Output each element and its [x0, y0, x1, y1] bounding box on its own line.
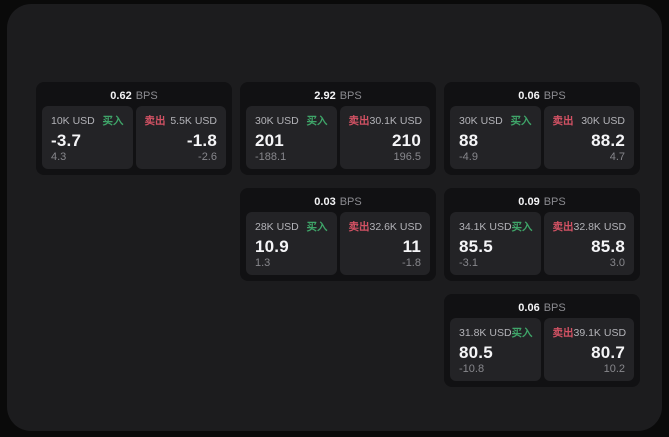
- quote-card-4: 0.03 BPS 28K USD 买入 10.9 1.3 卖出 32.6K US…: [240, 188, 436, 281]
- sell-change: 4.7: [609, 151, 625, 163]
- sell-side-label: 卖出: [552, 221, 574, 233]
- buy-side-label: 买入: [511, 327, 533, 339]
- sell-size: 30.1K USD: [369, 114, 423, 127]
- app-window: 0.62 BPS 10K USD 买入 -3.7 4.3 卖出 5.5K USD: [7, 4, 662, 431]
- buy-price: 85.5: [459, 236, 493, 256]
- buy-side-label: 买入: [510, 115, 532, 127]
- sell-size: 32.6K USD: [369, 220, 423, 233]
- sell-side-label: 卖出: [552, 327, 574, 339]
- buy-size: 10K USD: [51, 114, 95, 127]
- buy-panel[interactable]: 31.8K USD 买入 80.5 -10.8: [450, 318, 541, 381]
- spread-bps-value: 0.03: [314, 196, 336, 208]
- spread-bps-unit: BPS: [339, 90, 362, 102]
- sell-change: 3.0: [609, 257, 625, 269]
- sell-change: -1.8: [402, 257, 421, 269]
- buy-size: 28K USD: [255, 220, 299, 233]
- spread-header: 0.06 BPS: [450, 299, 634, 318]
- sell-change: 10.2: [603, 363, 625, 375]
- quote-card-6: 0.06 BPS 31.8K USD 买入 80.5 -10.8 卖出 39.1…: [444, 294, 640, 387]
- buy-price: 88: [459, 130, 479, 150]
- spread-bps-unit: BPS: [543, 90, 566, 102]
- sell-price: 80.7: [591, 342, 625, 362]
- spread-header: 2.92 BPS: [246, 87, 430, 106]
- buy-size: 30K USD: [459, 114, 503, 127]
- sell-price: 88.2: [591, 130, 625, 150]
- buy-change: -188.1: [255, 151, 287, 163]
- sell-size: 30K USD: [581, 114, 625, 127]
- sell-side-label: 卖出: [348, 221, 370, 233]
- buy-price: -3.7: [51, 130, 82, 150]
- buy-change: -4.9: [459, 151, 478, 163]
- sell-panel[interactable]: 卖出 5.5K USD -1.8 -2.6: [135, 106, 226, 169]
- spread-bps-value: 0.06: [518, 302, 540, 314]
- sell-panel[interactable]: 卖出 32.6K USD 11 -1.8: [339, 212, 430, 275]
- quote-grid: 0.62 BPS 10K USD 买入 -3.7 4.3 卖出 5.5K USD: [36, 82, 640, 387]
- spread-header: 0.03 BPS: [246, 193, 430, 212]
- spread-header: 0.09 BPS: [450, 193, 634, 212]
- buy-size: 34.1K USD: [459, 220, 512, 233]
- sell-side-label: 卖出: [144, 115, 166, 127]
- spread-bps-unit: BPS: [543, 302, 566, 314]
- sell-change: 196.5: [393, 151, 421, 163]
- sell-size: 5.5K USD: [170, 114, 217, 127]
- sell-price: 210: [392, 130, 421, 150]
- spread-bps-value: 2.92: [314, 90, 336, 102]
- sell-panel[interactable]: 卖出 30.1K USD 210 196.5: [339, 106, 430, 169]
- quote-card-3: 0.06 BPS 30K USD 买入 88 -4.9 卖出 30K USD: [444, 82, 640, 175]
- spread-bps-value: 0.09: [518, 196, 540, 208]
- buy-price: 201: [255, 130, 284, 150]
- spread-bps-unit: BPS: [135, 90, 158, 102]
- spread-header: 0.06 BPS: [450, 87, 634, 106]
- quote-card-2: 2.92 BPS 30K USD 买入 201 -188.1 卖出 30.1K …: [240, 82, 436, 175]
- buy-side-label: 买入: [511, 221, 533, 233]
- buy-change: 4.3: [51, 151, 67, 163]
- buy-panel[interactable]: 34.1K USD 买入 85.5 -3.1: [450, 212, 541, 275]
- sell-size: 32.8K USD: [573, 220, 627, 233]
- buy-price: 10.9: [255, 236, 289, 256]
- spread-bps-unit: BPS: [543, 196, 566, 208]
- buy-change: -10.8: [459, 363, 485, 375]
- sell-panel[interactable]: 卖出 30K USD 88.2 4.7: [543, 106, 634, 169]
- buy-size: 31.8K USD: [459, 326, 512, 339]
- sell-panel[interactable]: 卖出 32.8K USD 85.8 3.0: [543, 212, 634, 275]
- sell-side-label: 卖出: [348, 115, 370, 127]
- sell-price: 85.8: [591, 236, 625, 256]
- sell-price: -1.8: [186, 130, 217, 150]
- spread-header: 0.62 BPS: [42, 87, 226, 106]
- buy-change: -3.1: [459, 257, 478, 269]
- buy-price: 80.5: [459, 342, 493, 362]
- buy-panel[interactable]: 30K USD 买入 201 -188.1: [246, 106, 337, 169]
- sell-side-label: 卖出: [552, 115, 574, 127]
- spread-bps-value: 0.06: [518, 90, 540, 102]
- buy-change: 1.3: [255, 257, 271, 269]
- sell-panel[interactable]: 卖出 39.1K USD 80.7 10.2: [543, 318, 634, 381]
- spread-bps-value: 0.62: [110, 90, 132, 102]
- sell-size: 39.1K USD: [573, 326, 627, 339]
- quote-card-5: 0.09 BPS 34.1K USD 买入 85.5 -3.1 卖出 32.8K…: [444, 188, 640, 281]
- buy-side-label: 买入: [306, 115, 328, 127]
- buy-side-label: 买入: [306, 221, 328, 233]
- buy-panel[interactable]: 30K USD 买入 88 -4.9: [450, 106, 541, 169]
- sell-change: -2.6: [198, 151, 217, 163]
- spread-bps-unit: BPS: [339, 196, 362, 208]
- quote-card-1: 0.62 BPS 10K USD 买入 -3.7 4.3 卖出 5.5K USD: [36, 82, 232, 175]
- buy-panel[interactable]: 10K USD 买入 -3.7 4.3: [42, 106, 133, 169]
- buy-side-label: 买入: [102, 115, 124, 127]
- buy-panel[interactable]: 28K USD 买入 10.9 1.3: [246, 212, 337, 275]
- sell-price: 11: [402, 236, 421, 256]
- buy-size: 30K USD: [255, 114, 299, 127]
